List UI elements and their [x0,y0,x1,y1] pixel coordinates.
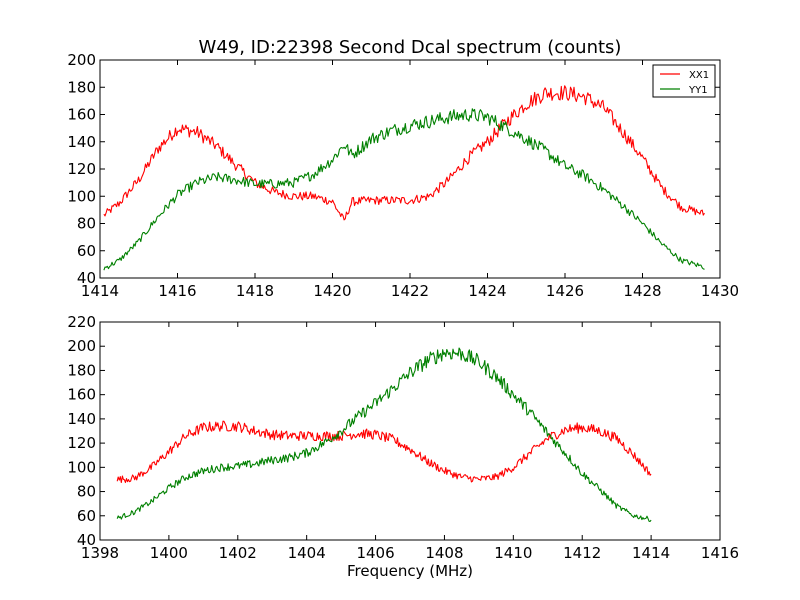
y-tick-label: 120 [67,434,96,452]
x-tick-label: 1416 [701,544,739,562]
y-tick-label: 100 [67,187,96,205]
y-tick-label: 100 [67,458,96,476]
x-tick-label: 1410 [494,544,532,562]
x-tick-label: 1414 [81,282,119,300]
x-tick-label: 1424 [468,282,506,300]
y-tick-label: 60 [77,507,96,525]
y-tick-label: 40 [77,269,96,287]
x-tick-label: 1430 [701,282,739,300]
y-tick-label: 40 [77,531,96,549]
x-tick-label: 1408 [425,544,463,562]
y-tick-label: 180 [67,78,96,96]
y-tick-label: 60 [77,242,96,260]
series-line-yy1 [103,108,705,271]
x-tick-label: 1402 [219,544,257,562]
x-tick-label: 1412 [563,544,601,562]
x-tick-label: 1416 [158,282,196,300]
chart-title: W49, ID:22398 Second Dcal spectrum (coun… [199,37,622,58]
legend-box [652,64,716,98]
top-chart: 1414 1416 1418 1420 1422 1424 1426 1428 1430 40 60… [67,51,739,300]
bottom-plot-frame [99,321,721,541]
y-tick-label: 80 [77,483,96,501]
x-tick-label: 1400 [150,544,188,562]
y-tick-label: 140 [67,410,96,428]
y-tick-label: 180 [67,361,96,379]
y-tick-label: 200 [67,51,96,69]
x-axis-label: Frequency (MHz) [347,562,473,580]
x-tick-label: 1420 [313,282,351,300]
x-tick-label: 1404 [288,544,326,562]
legend: XX1 YY1 [652,64,716,98]
y-tick-label: 160 [67,386,96,404]
series-line-s1 [116,347,652,522]
legend-label-yy1: YY1 [688,85,708,96]
x-tick-label: 1426 [546,282,584,300]
y-tick-label: 120 [67,160,96,178]
y-tick-label: 160 [67,106,96,124]
x-tick-label: 1406 [356,544,394,562]
legend-label-xx1: XX1 [689,70,709,81]
y-tick-label: 200 [67,337,96,355]
y-tick-label: 140 [67,133,96,151]
y-tick-label: 220 [67,313,96,331]
series-line-xx1 [103,85,705,221]
x-tick-label: 1422 [391,282,429,300]
x-tick-label: 1418 [236,282,274,300]
x-tick-label: 1428 [623,282,661,300]
y-tick-label: 80 [77,215,96,233]
series-line-s0 [116,420,652,484]
x-tick-label: 1414 [632,544,670,562]
x-tick-label: 1398 [81,544,119,562]
bottom-chart: 1398 1400 1402 1404 1406 1408 1410 1412 1414 1416… [67,313,739,562]
